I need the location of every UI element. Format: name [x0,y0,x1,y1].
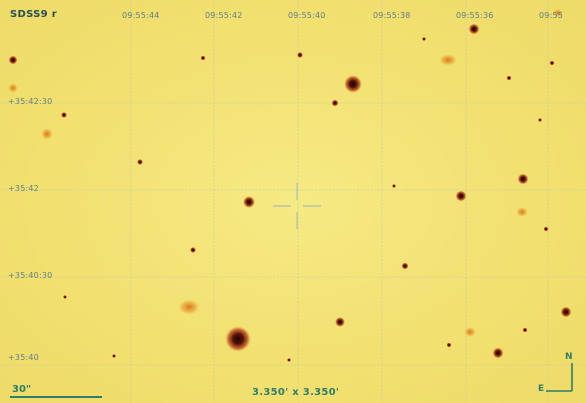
ra-tick-label: 09:55:38 [373,11,411,20]
star [225,326,251,352]
galaxy [553,9,563,17]
star [492,347,504,359]
scale-bar [10,396,102,398]
ra-tick-label: 09:55:36 [456,11,494,20]
star [455,190,467,202]
star [446,342,452,348]
star [468,23,480,35]
galaxy [41,128,53,140]
ra-tick-label: 09:55 [539,11,564,20]
star [560,306,572,318]
ra-tick-label: 09:55:40 [288,11,326,20]
star [517,173,529,185]
star [422,37,426,41]
ra-tick-label: 09:55:42 [205,11,243,20]
galaxy [8,83,18,93]
star [112,354,116,358]
scale-label: 30" [12,384,32,395]
galaxy [439,54,457,66]
dec-tick-label: +35:42:30 [8,97,53,106]
galaxy [516,207,528,217]
star [543,226,549,232]
stars [8,23,572,362]
star [538,118,542,122]
star [63,295,67,299]
star [200,55,206,61]
galaxy [178,299,200,315]
star [522,327,528,333]
star [243,196,255,208]
star [401,262,409,270]
dec-tick-label: +35:40:30 [8,271,53,280]
diffuse-sources [8,9,563,337]
star [287,358,291,362]
compass-icon [546,363,573,392]
survey-label: SDSS9 r [10,9,57,20]
star [335,317,345,327]
star [549,60,555,66]
target-crosshair [273,183,321,229]
star [137,159,143,165]
dec-tick-label: +35:42 [8,184,39,193]
star [392,184,396,188]
star [297,52,303,58]
compass-east-label: E [538,384,545,394]
compass-north-label: N [565,352,573,362]
star [506,75,512,81]
star [344,75,362,93]
galaxy [464,327,476,337]
ra-tick-label: 09:55:44 [122,11,160,20]
star [190,247,196,253]
star [61,112,67,118]
star [8,55,18,65]
dec-tick-label: +35:40 [8,353,39,362]
field-of-view-label: 3.350' x 3.350' [252,387,340,398]
star [331,99,339,107]
